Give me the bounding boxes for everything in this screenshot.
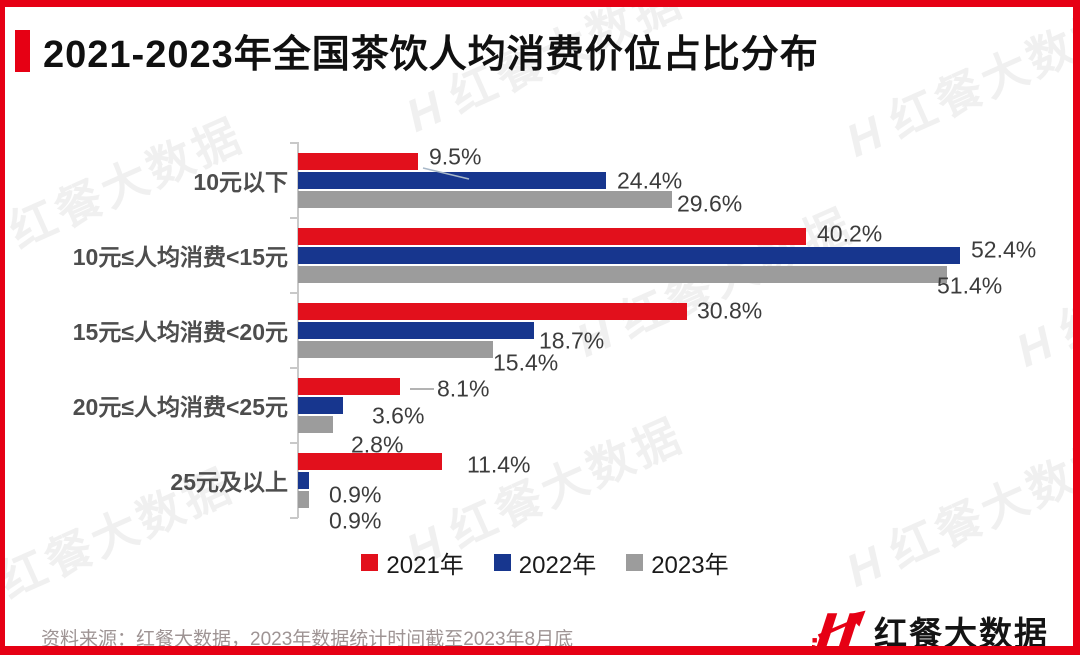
legend-item-2022年: 2022年 xyxy=(493,545,597,580)
bar-2023年-20元≤人均消费<25元 xyxy=(298,416,334,433)
value-label: 40.2% xyxy=(817,220,883,247)
legend-swatch xyxy=(493,554,511,571)
bar-2023年-15元≤人均消费<20元 xyxy=(298,341,493,358)
bar-2023年-10元以下 xyxy=(298,191,672,208)
title-accent-bar xyxy=(15,29,30,72)
y-axis-tick xyxy=(290,367,298,369)
value-label: 52.4% xyxy=(971,236,1037,263)
chart-legend: 2021年 2022年 2023年 xyxy=(5,545,1073,580)
bar-2021年-20元≤人均消费<25元 xyxy=(298,378,401,395)
bar-2022年-25元及以上 xyxy=(298,472,310,489)
legend-label: 2021年 xyxy=(386,552,464,579)
source-note: 资料来源：红餐大数据，2023年数据统计时间截至2023年8月底 xyxy=(41,629,574,650)
bar-2023年-10元≤人均消费<15元 xyxy=(298,266,948,283)
category-label: 15元≤人均消费<20元 xyxy=(72,318,288,345)
category-label: 25元及以上 xyxy=(170,468,288,495)
legend-label: 2022年 xyxy=(518,552,597,579)
brand-logo: 红餐大数据 xyxy=(812,607,1049,652)
bar-2021年-10元≤人均消费<15元 xyxy=(298,228,806,245)
value-label: 29.6% xyxy=(677,190,743,217)
bar-2022年-10元≤人均消费<15元 xyxy=(298,247,960,264)
watermark-logo-mark: H xyxy=(0,564,4,627)
y-axis-tick xyxy=(290,517,298,519)
category-label: 20元≤人均消费<25元 xyxy=(72,393,288,420)
value-label: 0.9% xyxy=(329,507,382,534)
bar-chart: 10元以下 10元≤人均消费<15元 15元≤人均消费<20元 20元≤人均消费<25… xyxy=(5,7,1073,646)
legend-swatch xyxy=(626,554,644,571)
legend-label: 2023年 xyxy=(651,552,729,579)
legend-item-2023年: 2023年 xyxy=(626,545,729,580)
y-axis-tick xyxy=(290,442,298,444)
value-label: 0.9% xyxy=(329,481,382,508)
bar-2022年-20元≤人均消费<25元 xyxy=(298,397,344,414)
bar-2021年-10元以下 xyxy=(298,153,418,170)
bar-2021年-25元及以上 xyxy=(298,453,442,470)
value-label: 51.4% xyxy=(937,272,1003,299)
y-axis-tick xyxy=(290,217,298,219)
legend-swatch xyxy=(361,554,379,571)
value-label: 30.8% xyxy=(697,297,763,324)
value-label: 8.1% xyxy=(437,375,490,402)
y-axis-tick xyxy=(290,292,298,294)
brand-logo-text: 红餐大数据 xyxy=(874,615,1049,652)
value-label: 18.7% xyxy=(539,327,605,354)
value-label: 24.4% xyxy=(617,167,683,194)
category-label: 10元以下 xyxy=(193,168,288,195)
title-row: 2021-2023年全国茶饮人均消费价位占比分布 xyxy=(15,23,819,78)
value-label: 3.6% xyxy=(372,402,425,429)
value-label: 15.4% xyxy=(493,349,559,376)
bar-2022年-10元以下 xyxy=(298,172,607,189)
category-label: 10元≤人均消费<15元 xyxy=(72,243,288,270)
y-axis-tick xyxy=(290,142,298,144)
bar-2022年-15元≤人均消费<20元 xyxy=(298,322,535,339)
brand-logo-icon xyxy=(812,610,866,646)
value-label: 9.5% xyxy=(429,143,482,170)
bar-2023年-25元及以上 xyxy=(298,491,310,508)
value-label: 2.8% xyxy=(351,431,404,458)
page-title: 2021-2023年全国茶饮人均消费价位占比分布 xyxy=(43,34,819,76)
value-label: 11.4% xyxy=(467,451,531,478)
legend-item-2021年: 2021年 xyxy=(361,545,464,580)
bar-2021年-15元≤人均消费<20元 xyxy=(298,303,687,320)
